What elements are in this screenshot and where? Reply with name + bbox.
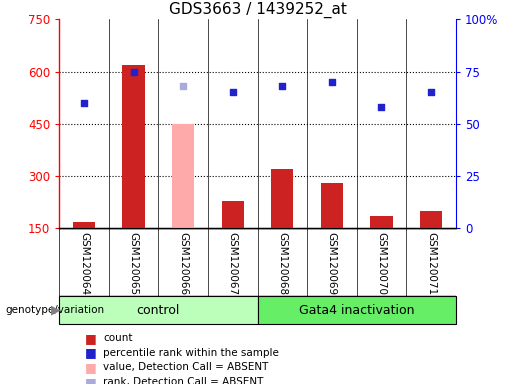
Text: GSM120071: GSM120071	[426, 232, 436, 295]
Point	[179, 83, 187, 89]
Point	[427, 89, 435, 96]
Bar	[59, 296, 258, 324]
Text: GSM120067: GSM120067	[228, 232, 238, 295]
Point	[80, 100, 88, 106]
Bar	[123, 65, 145, 228]
Bar	[172, 124, 194, 228]
Text: control: control	[136, 304, 180, 316]
Bar	[271, 169, 294, 228]
Bar	[420, 211, 442, 228]
Text: ■: ■	[85, 332, 97, 345]
Bar	[221, 200, 244, 228]
Bar	[73, 222, 95, 228]
Text: value, Detection Call = ABSENT: value, Detection Call = ABSENT	[103, 362, 268, 372]
Text: GSM120068: GSM120068	[277, 232, 287, 295]
Bar	[370, 216, 392, 228]
Text: percentile rank within the sample: percentile rank within the sample	[103, 348, 279, 358]
Point	[377, 104, 386, 110]
Text: ■: ■	[85, 376, 97, 384]
Bar	[321, 183, 343, 228]
Point	[328, 79, 336, 85]
Text: count: count	[103, 333, 132, 343]
Text: Gata4 inactivation: Gata4 inactivation	[299, 304, 415, 316]
Text: GSM120069: GSM120069	[327, 232, 337, 295]
Bar	[258, 296, 456, 324]
Title: GDS3663 / 1439252_at: GDS3663 / 1439252_at	[168, 2, 347, 18]
Text: ▶: ▶	[51, 304, 60, 316]
Text: genotype/variation: genotype/variation	[5, 305, 104, 315]
Text: GSM120066: GSM120066	[178, 232, 188, 295]
Text: ■: ■	[85, 361, 97, 374]
Text: ■: ■	[85, 346, 97, 359]
Text: GSM120065: GSM120065	[129, 232, 139, 295]
Text: GSM120064: GSM120064	[79, 232, 89, 295]
Point	[229, 89, 237, 96]
Text: GSM120070: GSM120070	[376, 232, 386, 295]
Point	[129, 68, 138, 74]
Text: rank, Detection Call = ABSENT: rank, Detection Call = ABSENT	[103, 377, 263, 384]
Point	[278, 83, 286, 89]
